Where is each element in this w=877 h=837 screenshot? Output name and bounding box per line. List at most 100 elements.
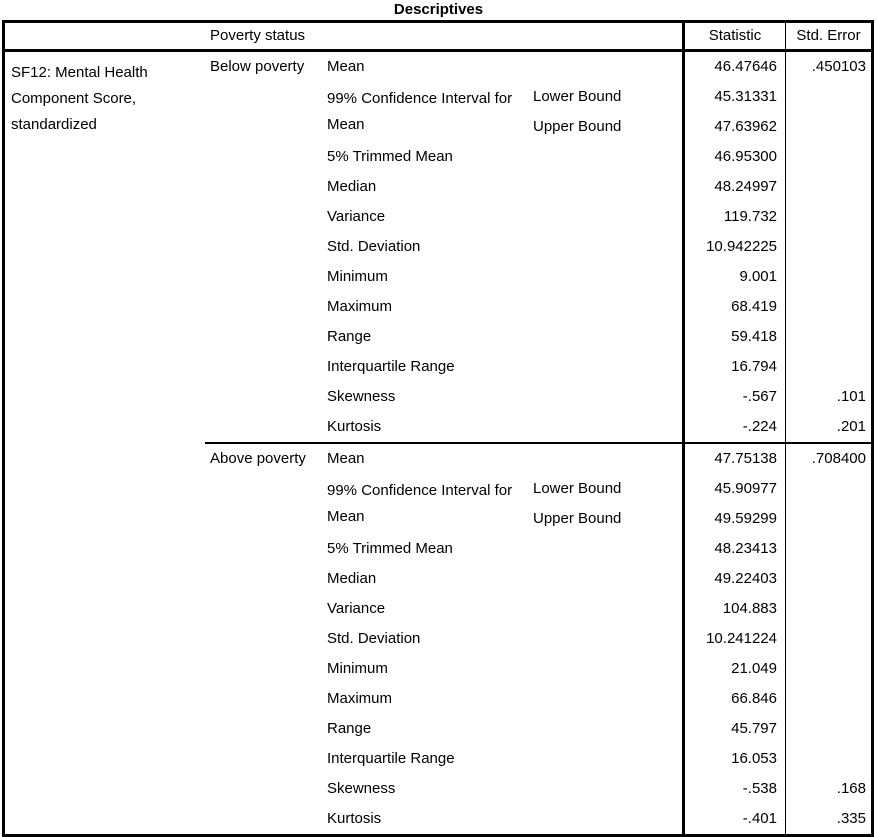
stat-label: Median bbox=[327, 570, 377, 587]
stat-row-confidence-interval: 99% Confidence Interval for Mean Lower B… bbox=[327, 82, 871, 142]
statistic-value: -.224 bbox=[682, 412, 785, 442]
stat-label: Range bbox=[327, 328, 372, 345]
stat-row: Minimum 21.049 bbox=[327, 654, 871, 684]
std-error-value: .101 bbox=[785, 382, 871, 412]
std-error-value bbox=[785, 624, 871, 654]
std-error-value: .201 bbox=[785, 412, 871, 442]
std-error-value bbox=[785, 564, 871, 594]
stat-row-confidence-interval: 99% Confidence Interval for Mean Lower B… bbox=[327, 474, 871, 534]
variable-label: SF12: Mental Health Component Score, sta… bbox=[11, 64, 148, 133]
stat-row: Range 59.418 bbox=[327, 322, 871, 352]
std-error-value: .168 bbox=[785, 774, 871, 804]
ci-std-error-values bbox=[785, 474, 871, 534]
group-label: Below poverty bbox=[210, 58, 305, 75]
ci-label: 99% Confidence Interval for Mean bbox=[327, 474, 533, 534]
variable-label-spacer bbox=[5, 442, 205, 834]
statistic-value: 16.794 bbox=[682, 352, 785, 382]
std-error-value: .450103 bbox=[785, 52, 871, 82]
stat-label: Kurtosis bbox=[327, 810, 382, 827]
std-error-value bbox=[785, 172, 871, 202]
stat-label: Variance bbox=[327, 208, 386, 225]
stat-label: Minimum bbox=[327, 268, 388, 285]
std-error-value bbox=[785, 352, 871, 382]
statistic-value: 47.63962 bbox=[714, 118, 777, 135]
statistic-value: 59.418 bbox=[682, 322, 785, 352]
statistic-value: 66.846 bbox=[682, 684, 785, 714]
std-error-value bbox=[785, 654, 871, 684]
bound-label-upper: Upper Bound bbox=[533, 510, 622, 527]
std-error-value bbox=[786, 504, 871, 534]
stat-label: 5% Trimmed Mean bbox=[327, 540, 453, 557]
std-error-value bbox=[785, 262, 871, 292]
statistic-value: 45.797 bbox=[682, 714, 785, 744]
std-error-value bbox=[785, 292, 871, 322]
stat-row: 5% Trimmed Mean 48.23413 bbox=[327, 534, 871, 564]
stat-row: Maximum 66.846 bbox=[327, 684, 871, 714]
stat-row: Interquartile Range 16.794 bbox=[327, 352, 871, 382]
stat-label: Std. Deviation bbox=[327, 630, 421, 647]
stat-row: Interquartile Range 16.053 bbox=[327, 744, 871, 774]
stat-row: Std. Deviation 10.241224 bbox=[327, 624, 871, 654]
std-error-value bbox=[785, 322, 871, 352]
statistic-value: 45.31331 bbox=[714, 88, 777, 105]
stat-row: Std. Deviation 10.942225 bbox=[327, 232, 871, 262]
bound-label-lower: Lower Bound bbox=[533, 480, 622, 497]
stat-row: Variance 119.732 bbox=[327, 202, 871, 232]
stat-row: Range 45.797 bbox=[327, 714, 871, 744]
stat-label: Mean bbox=[327, 58, 365, 75]
std-error-value bbox=[785, 744, 871, 774]
stat-row: Median 48.24997 bbox=[327, 172, 871, 202]
header-statistic: Statistic bbox=[682, 23, 785, 49]
statistic-value: 119.732 bbox=[682, 202, 785, 232]
std-error-value bbox=[785, 142, 871, 172]
statistic-value: 46.95300 bbox=[682, 142, 785, 172]
stat-label: Mean bbox=[327, 450, 365, 467]
stat-row-mean: Mean 46.47646 .450103 bbox=[327, 52, 871, 82]
stat-label: Interquartile Range bbox=[327, 750, 455, 767]
std-error-value bbox=[785, 202, 871, 232]
stat-row: Median 49.22403 bbox=[327, 564, 871, 594]
ci-std-error-values bbox=[785, 82, 871, 142]
descriptives-table: Poverty status Statistic Std. Error SF12… bbox=[2, 20, 874, 837]
stat-label: Maximum bbox=[327, 690, 393, 707]
stat-row: Variance 104.883 bbox=[327, 594, 871, 624]
std-error-value bbox=[785, 714, 871, 744]
std-error-value bbox=[785, 594, 871, 624]
stat-row: Skewness -.567 .101 bbox=[327, 382, 871, 412]
statistic-value: 21.049 bbox=[682, 654, 785, 684]
bound-label-lower: Lower Bound bbox=[533, 88, 622, 105]
stat-label: Std. Deviation bbox=[327, 238, 421, 255]
std-error-value bbox=[786, 82, 871, 112]
statistic-value: -.538 bbox=[682, 774, 785, 804]
header-factor-label: Poverty status bbox=[210, 27, 306, 44]
stat-row-mean: Mean 47.75138 .708400 bbox=[327, 444, 871, 474]
ci-statistic-values: 45.90977 49.59299 bbox=[682, 474, 785, 534]
std-error-value bbox=[786, 112, 871, 142]
statistic-value: 47.75138 bbox=[682, 444, 785, 474]
statistic-value: 45.90977 bbox=[714, 480, 777, 497]
statistic-value: -.567 bbox=[682, 382, 785, 412]
std-error-value bbox=[786, 474, 871, 504]
table-title: Descriptives bbox=[393, 1, 484, 18]
statistic-value: 49.22403 bbox=[682, 564, 785, 594]
statistic-value: 49.59299 bbox=[714, 510, 777, 527]
stat-label: Maximum bbox=[327, 298, 393, 315]
stat-label: Variance bbox=[327, 600, 386, 617]
bound-labels: Lower Bound Upper Bound bbox=[533, 474, 682, 534]
statistic-value: 16.053 bbox=[682, 744, 785, 774]
statistic-value: 104.883 bbox=[682, 594, 785, 624]
bound-label-upper: Upper Bound bbox=[533, 118, 622, 135]
stat-label: Range bbox=[327, 720, 372, 737]
std-error-value bbox=[785, 534, 871, 564]
bound-label bbox=[533, 52, 682, 82]
stat-label: Kurtosis bbox=[327, 418, 382, 435]
stat-label: Skewness bbox=[327, 388, 396, 405]
statistic-value: 46.47646 bbox=[682, 52, 785, 82]
header-std-error: Std. Error bbox=[785, 23, 871, 49]
std-error-value bbox=[785, 232, 871, 262]
stat-label: Interquartile Range bbox=[327, 358, 455, 375]
std-error-value: .708400 bbox=[785, 444, 871, 474]
ci-statistic-values: 45.31331 47.63962 bbox=[682, 82, 785, 142]
ci-label-text: 99% Confidence Interval for Mean bbox=[327, 482, 513, 525]
stat-row: Maximum 68.419 bbox=[327, 292, 871, 322]
